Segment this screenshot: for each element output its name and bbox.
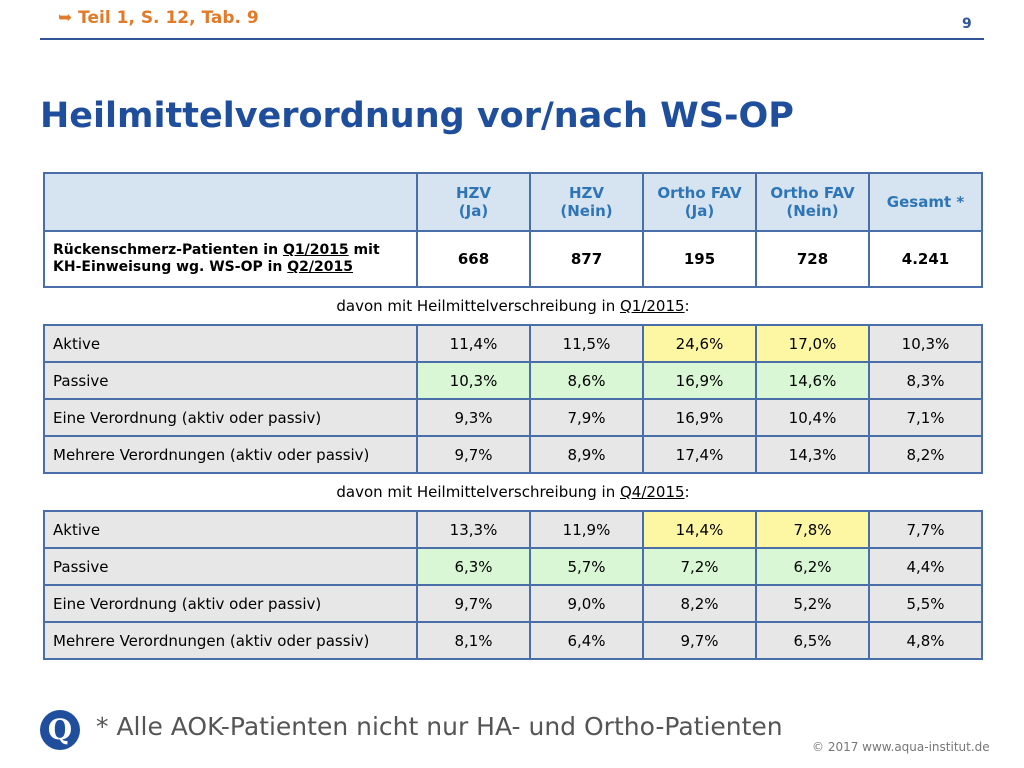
table-row: Passive 10,3% 8,6% 16,9% 14,6% 8,3% [43, 361, 983, 400]
table-row: Mehrere Verordnungen (aktiv oder passiv)… [43, 435, 983, 474]
value-cell: 14,3% [755, 435, 870, 474]
value-cell: 195 [642, 230, 757, 288]
row-label: Passive [43, 547, 418, 586]
value-cell: 8,2% [868, 435, 983, 474]
page-title: Heilmittelverordnung vor/nach WS-OP [40, 96, 794, 136]
value-cell: 6,3% [416, 547, 531, 586]
value-cell: 7,1% [868, 398, 983, 437]
row-label: Rückenschmerz-Patienten in Q1/2015 mit KH… [43, 230, 418, 288]
value-cell: 8,6% [529, 361, 644, 400]
table-row: Aktive 13,3% 11,9% 14,4% 7,8% 7,7% [43, 510, 983, 549]
header-cell: Gesamt * [868, 172, 983, 232]
table-row: Aktive 11,4% 11,5% 24,6% 17,0% 10,3% [43, 324, 983, 363]
section-heading-row: davon mit Heilmittelverschreibung in Q1/… [44, 287, 982, 325]
table-row: Mehrere Verordnungen (aktiv oder passiv)… [43, 621, 983, 660]
value-cell: 14,4% [642, 510, 757, 549]
reference-link: ➥ Teil 1, S. 12, Tab. 9 [58, 8, 259, 28]
value-cell: 16,9% [642, 398, 757, 437]
header-cell: Ortho FAV (Nein) [755, 172, 870, 232]
reference-text: Teil 1, S. 12, Tab. 9 [78, 8, 259, 28]
header-cell: HZV (Ja) [416, 172, 531, 232]
arrow-icon: ➥ [58, 8, 73, 28]
value-cell: 6,2% [755, 547, 870, 586]
value-cell: 8,9% [529, 435, 644, 474]
value-cell: 7,9% [529, 398, 644, 437]
value-cell: 5,7% [529, 547, 644, 586]
value-cell: 10,3% [416, 361, 531, 400]
value-cell: 6,5% [755, 621, 870, 660]
table-row: Passive 6,3% 5,7% 7,2% 6,2% 4,4% [43, 547, 983, 586]
data-table: HZV (Ja) HZV (Nein) Ortho FAV (Ja) Ortho FA… [43, 172, 983, 660]
table-header-row: HZV (Ja) HZV (Nein) Ortho FAV (Ja) Ortho FA… [43, 172, 983, 232]
logo-letter: Q [48, 713, 72, 746]
value-cell: 13,3% [416, 510, 531, 549]
value-cell: 9,3% [416, 398, 531, 437]
value-cell: 877 [529, 230, 644, 288]
header-cell: HZV (Nein) [529, 172, 644, 232]
value-cell: 9,0% [529, 584, 644, 623]
row-label: Eine Verordnung (aktiv oder passiv) [43, 584, 418, 623]
value-cell: 7,2% [642, 547, 757, 586]
section-heading: davon mit Heilmittelverschreibung in Q1/… [44, 287, 982, 325]
row-label: Eine Verordnung (aktiv oder passiv) [43, 398, 418, 437]
value-cell: 8,2% [642, 584, 757, 623]
value-cell: 4.241 [868, 230, 983, 288]
value-cell: 17,0% [755, 324, 870, 363]
value-cell: 8,1% [416, 621, 531, 660]
value-cell: 668 [416, 230, 531, 288]
value-cell: 5,2% [755, 584, 870, 623]
patient-count-row: Rückenschmerz-Patienten in Q1/2015 mit KH… [43, 230, 983, 288]
value-cell: 17,4% [642, 435, 757, 474]
value-cell: 9,7% [642, 621, 757, 660]
value-cell: 7,8% [755, 510, 870, 549]
value-cell: 9,7% [416, 584, 531, 623]
row-label: Mehrere Verordnungen (aktiv oder passiv) [43, 435, 418, 474]
header-empty-cell [43, 172, 418, 232]
row-label: Aktive [43, 510, 418, 549]
table-row: Eine Verordnung (aktiv oder passiv) 9,3%… [43, 398, 983, 437]
value-cell: 5,5% [868, 584, 983, 623]
value-cell: 14,6% [755, 361, 870, 400]
value-cell: 10,3% [868, 324, 983, 363]
table-row: Eine Verordnung (aktiv oder passiv) 9,7%… [43, 584, 983, 623]
value-cell: 10,4% [755, 398, 870, 437]
value-cell: 8,3% [868, 361, 983, 400]
value-cell: 6,4% [529, 621, 644, 660]
value-cell: 4,4% [868, 547, 983, 586]
value-cell: 9,7% [416, 435, 531, 474]
value-cell: 11,4% [416, 324, 531, 363]
value-cell: 7,7% [868, 510, 983, 549]
value-cell: 11,5% [529, 324, 644, 363]
page-number: 9 [962, 16, 972, 32]
row-label: Mehrere Verordnungen (aktiv oder passiv) [43, 621, 418, 660]
row-label: Aktive [43, 324, 418, 363]
value-cell: 16,9% [642, 361, 757, 400]
value-cell: 4,8% [868, 621, 983, 660]
value-cell: 11,9% [529, 510, 644, 549]
aqua-q-logo-icon: Q [40, 710, 80, 750]
header-cell: Ortho FAV (Ja) [642, 172, 757, 232]
section-heading-row: davon mit Heilmittelverschreibung in Q4/… [44, 473, 982, 511]
header-divider [40, 38, 984, 40]
value-cell: 24,6% [642, 324, 757, 363]
section-heading: davon mit Heilmittelverschreibung in Q4/… [44, 473, 982, 511]
copyright: © 2017 www.aqua-institut.de [812, 740, 990, 754]
row-label: Passive [43, 361, 418, 400]
value-cell: 728 [755, 230, 870, 288]
footnote: * Alle AOK-Patienten nicht nur HA- und O… [96, 712, 783, 741]
